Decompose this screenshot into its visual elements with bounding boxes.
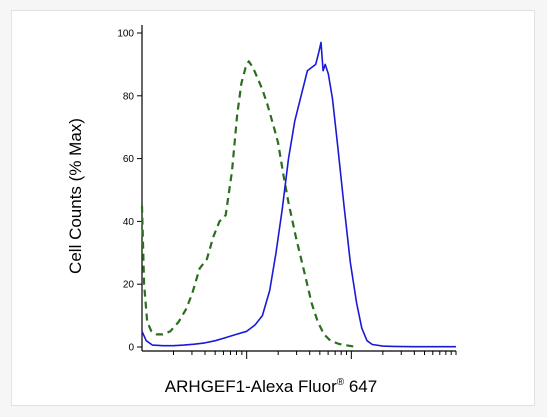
x-axis-label-main: ARHGEF1-Alexa Fluor [165, 377, 337, 396]
stained-histogram-line [141, 41, 456, 348]
series-layer [140, 41, 456, 349]
y-tick-label-60: 60 [123, 154, 135, 165]
figure-frame: 0 20 40 60 80 100 Cell Counts (% Max) ARHGEF1… [11, 10, 535, 406]
y-ticks: 0 20 40 60 80 100 [117, 29, 142, 354]
x-axis-label-mark: ® [337, 377, 345, 388]
control-histogram-line [140, 60, 357, 349]
x-ticks [173, 351, 457, 359]
flow-cytometry-histogram: 0 20 40 60 80 100 Cell Counts (% Max) ARHGEF1… [66, 25, 457, 396]
y-tick-label-20: 20 [123, 280, 135, 291]
y-tick-label-0: 0 [128, 343, 134, 354]
axes [141, 25, 456, 352]
y-tick-label-100: 100 [117, 29, 134, 40]
y-tick-label-80: 80 [123, 91, 135, 102]
x-axis-label: ARHGEF1-Alexa Fluor® 647 [165, 377, 377, 396]
y-tick-label-40: 40 [123, 217, 135, 228]
x-axis-label-suffix: 647 [344, 377, 377, 396]
y-axis-label: Cell Counts (% Max) [66, 118, 85, 274]
